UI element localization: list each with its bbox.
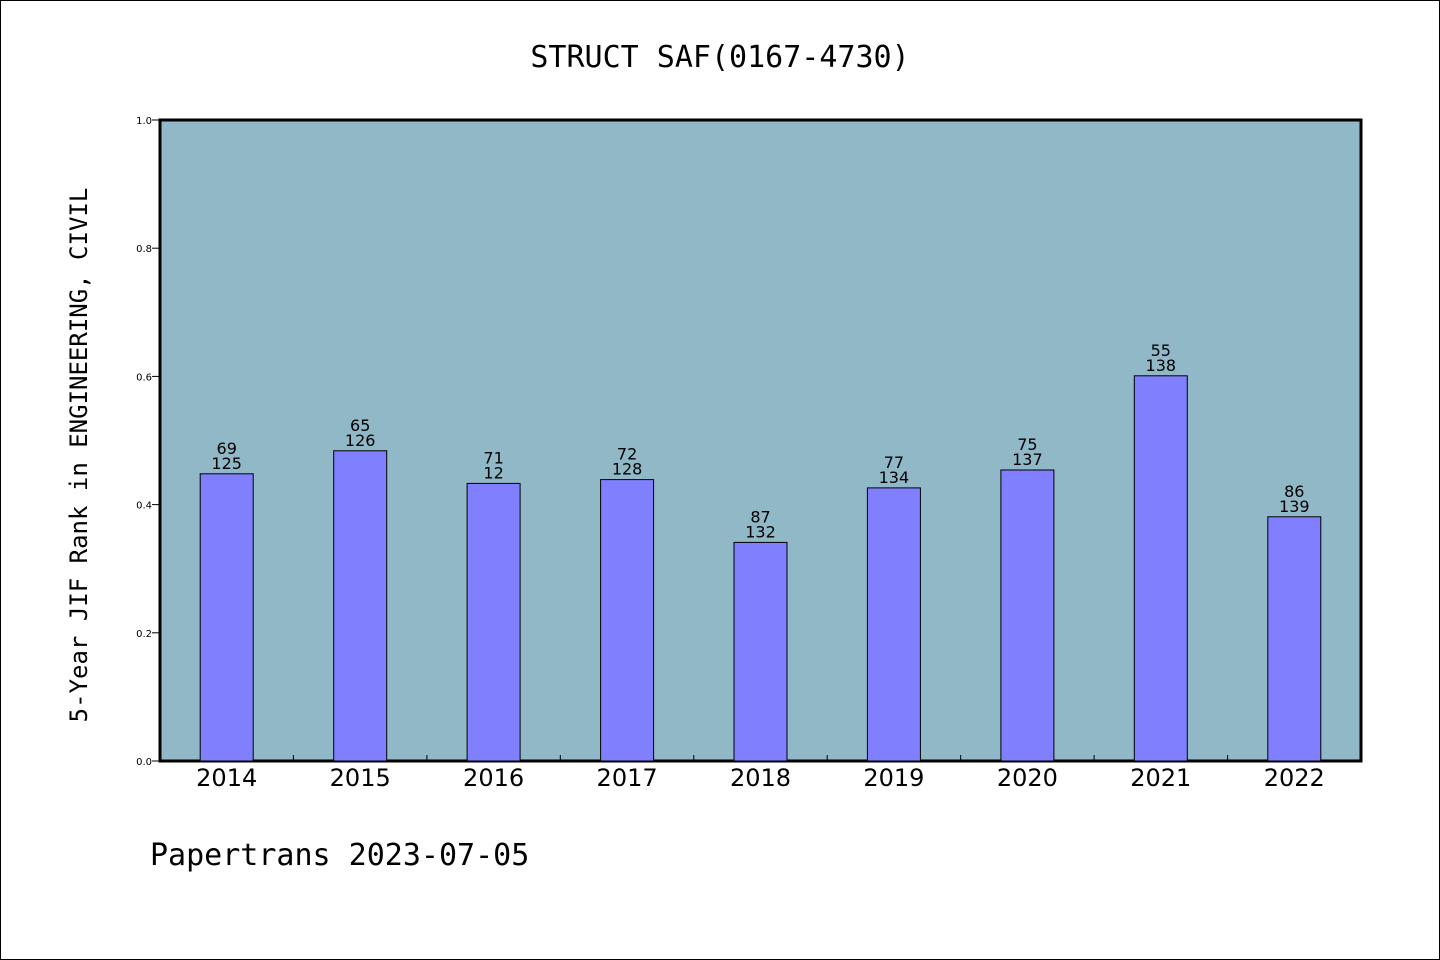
x-tick-label-2020: 2020 [997,764,1058,792]
x-tick-label-2017: 2017 [597,764,658,792]
bar-2017 [600,479,655,762]
x-tick-label-2015: 2015 [330,764,391,792]
rank-label-2021: 55 [1151,341,1171,360]
y-axis-label: 5-Year JIF Rank in ENGINEERING, CIVIL [65,188,93,723]
y-tick-label: 1.0 [136,116,152,127]
x-tick-label-2014: 2014 [196,764,257,792]
y-tick-label: 0.0 [136,757,152,768]
y-tick-label: 0.6 [136,372,152,383]
total-label-2020: 137 [1012,450,1043,469]
bar-2019 [866,487,921,762]
total-label-2016: 12 [483,463,503,482]
bar-2018 [733,541,788,762]
bar-2016 [466,482,521,762]
total-label-2018: 132 [745,522,776,541]
x-tick-label-2019: 2019 [863,764,924,792]
bar-2020 [1000,469,1055,762]
total-label-2021: 138 [1146,356,1177,375]
bars-layer [199,375,1322,762]
total-label-2014: 125 [211,454,242,473]
rank-label-2017: 72 [617,445,637,464]
total-label-2022: 139 [1279,497,1310,516]
rank-label-2018: 87 [750,507,770,526]
x-tick-label-2018: 2018 [730,764,791,792]
total-label-2019: 134 [879,468,910,487]
x-tick-label-2016: 2016 [463,764,524,792]
total-label-2017: 128 [612,460,643,479]
footer-credit: Papertrans 2023-07-05 [150,838,529,873]
rank-label-2016: 71 [483,448,503,467]
rank-label-2022: 86 [1284,482,1304,501]
bar-2014 [199,473,254,762]
x-tick-label-2022: 2022 [1264,764,1325,792]
rank-label-2019: 77 [884,453,904,472]
total-label-2015: 126 [345,431,376,450]
y-tick-label: 0.8 [136,244,152,255]
bar-2021 [1133,375,1188,762]
rank-label-2020: 75 [1017,435,1037,454]
ticks-layer [152,119,1229,762]
y-tick-label: 0.2 [136,629,152,640]
bar-2015 [333,450,388,762]
rank-label-2015: 65 [350,416,370,435]
chart-title: STRUCT SAF(0167-4730) [530,40,909,75]
x-tick-label-2021: 2021 [1130,764,1191,792]
bar-2022 [1267,516,1322,762]
rank-label-2014: 69 [217,439,237,458]
y-tick-label: 0.4 [136,501,152,512]
